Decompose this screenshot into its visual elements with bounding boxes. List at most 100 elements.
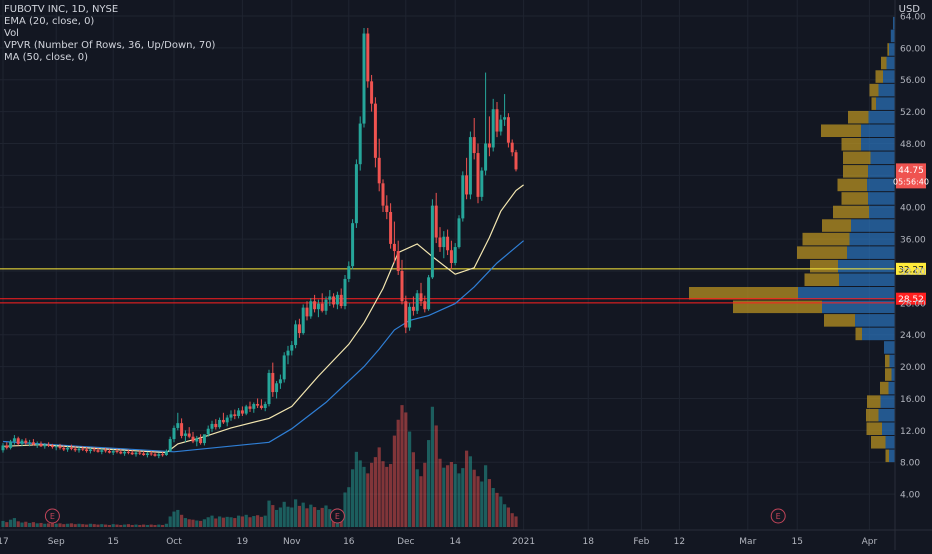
y-tick-label: 12.00: [900, 427, 926, 437]
volume-bar: [366, 473, 370, 527]
candle-body: [50, 445, 54, 448]
vpvr-bar-up: [849, 232, 895, 246]
candle-body: [88, 449, 92, 452]
bar-countdown-label: 05:56:40: [893, 177, 929, 186]
candle-body: [191, 436, 195, 442]
volume-bar: [176, 509, 180, 527]
legend-ma[interactable]: MA (50, close, 0): [4, 52, 89, 63]
volume-bar: [514, 516, 518, 527]
x-tick-label: Apr: [862, 537, 878, 547]
last-price-tag: [896, 163, 926, 189]
volume-bar: [225, 516, 229, 527]
candle-body: [221, 419, 225, 423]
volume-bar: [354, 451, 358, 527]
candle-body: [335, 294, 339, 305]
y-tick-label: 4.00: [900, 491, 920, 501]
volume-bar: [358, 460, 362, 527]
vpvr-bar-down: [802, 232, 850, 246]
candle-body: [419, 293, 423, 302]
candle-body: [404, 301, 408, 328]
volume-bar: [134, 524, 138, 527]
candle-body: [457, 218, 461, 248]
price-line-label: 32.27: [898, 265, 924, 275]
candle-body: [176, 423, 180, 428]
candle-body: [324, 299, 328, 311]
volume-bar: [480, 481, 484, 527]
vpvr-bar-up: [822, 300, 895, 314]
candle-body: [358, 123, 362, 165]
indicator-legend[interactable]: FUBOTV INC, 1D, NYSE EMA (20, close, 0) …: [4, 4, 215, 64]
candle-body: [115, 451, 119, 453]
legend-ema[interactable]: EMA (20, close, 0): [4, 16, 95, 27]
volume-bar: [396, 419, 400, 527]
volume-bar: [130, 524, 134, 527]
x-tick-label: Feb: [633, 537, 649, 547]
candle-body: [77, 448, 81, 451]
vpvr-bar-up: [885, 436, 895, 449]
candle-body: [149, 453, 153, 455]
candle-body: [73, 448, 77, 451]
volume-bar: [180, 514, 184, 527]
candle-body: [157, 454, 161, 456]
candle-body: [58, 446, 62, 448]
vpvr-bar-down: [821, 124, 861, 138]
candle-body: [430, 205, 434, 278]
vpvr-bar-down: [871, 97, 876, 110]
vpvr-bar-up: [886, 56, 895, 70]
candle-body: [35, 443, 39, 445]
volume-bar: [206, 517, 210, 527]
earnings-event-marker[interactable]: [44, 508, 60, 524]
vpvr-bar-down: [833, 205, 869, 219]
candle-body: [130, 452, 134, 455]
volume-bar: [491, 488, 495, 527]
candle-body: [427, 277, 431, 310]
candle-body: [366, 33, 370, 82]
vpvr-bar-down: [855, 327, 862, 341]
vpvr-bar-down: [810, 259, 838, 273]
candle-body: [301, 307, 305, 334]
volume-bar: [96, 524, 100, 527]
x-tick-label: Sep: [48, 537, 65, 547]
vpvr-bar-down: [797, 246, 847, 259]
candle-body: [145, 453, 149, 456]
y-tick-label: 16.00: [900, 395, 926, 405]
candle-body: [267, 372, 271, 405]
volume-bar: [252, 516, 256, 527]
vpvr-bar-up: [798, 287, 895, 300]
candle-body: [248, 406, 252, 409]
candle-body: [271, 372, 275, 393]
candle-body: [123, 451, 127, 454]
vpvr-bar-down: [841, 138, 861, 151]
vpvr-bar-down: [837, 178, 867, 192]
candle-body: [438, 237, 442, 248]
candle-body: [9, 441, 13, 448]
vpvr-bar-up: [889, 354, 895, 368]
volume-bar: [43, 523, 47, 527]
vpvr-bar-up: [888, 381, 895, 395]
earnings-event-marker[interactable]: [329, 508, 345, 524]
volume-bar: [271, 505, 275, 527]
candle-body: [172, 427, 176, 440]
candle-body: [54, 446, 58, 448]
legend-vpvr[interactable]: VPVR (Number Of Rows, 36, Up/Down, 70): [4, 40, 216, 51]
volume-bar: [457, 473, 461, 527]
candle-body: [506, 117, 510, 143]
candle-body: [187, 433, 191, 437]
earnings-event-marker[interactable]: [770, 508, 786, 524]
volume-bar: [237, 515, 241, 527]
candle-body: [244, 406, 248, 414]
price-lines: 32.27 28.52: [0, 262, 926, 305]
volume-bar: [377, 447, 381, 527]
volume-bar: [126, 524, 130, 527]
volume-bar: [415, 469, 419, 527]
vpvr-bar-up: [868, 192, 895, 205]
symbol-title[interactable]: FUBOTV INC, 1D, NYSE: [4, 4, 119, 15]
candle-body: [411, 306, 415, 311]
volume-bar: [408, 431, 412, 527]
candle-body: [218, 419, 222, 428]
candle-body: [453, 247, 457, 263]
legend-volume[interactable]: Vol: [4, 28, 19, 39]
